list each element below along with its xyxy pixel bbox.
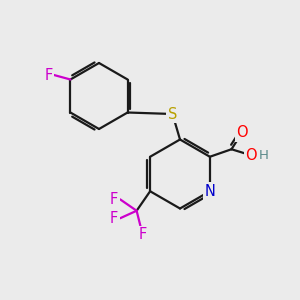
Text: H: H bbox=[259, 149, 269, 162]
Text: O: O bbox=[236, 125, 248, 140]
Text: F: F bbox=[110, 192, 118, 207]
Text: F: F bbox=[139, 227, 147, 242]
Text: S: S bbox=[168, 106, 177, 122]
Text: F: F bbox=[110, 211, 118, 226]
Text: N: N bbox=[204, 184, 215, 199]
Text: F: F bbox=[44, 68, 52, 82]
Text: O: O bbox=[245, 148, 257, 163]
